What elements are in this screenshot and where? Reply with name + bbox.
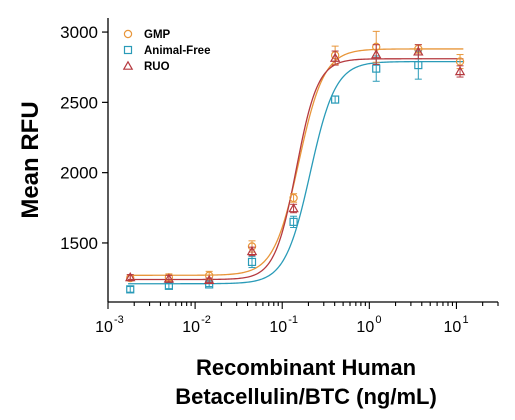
x-tick-label-base: 10 (444, 319, 462, 336)
data-point-animal-free (126, 285, 135, 294)
x-tick-label: 10 -3 (95, 314, 124, 336)
data-point-ruo (370, 49, 382, 59)
legend-marker-animal-free (123, 45, 133, 55)
x-tick-label-base: 10 (356, 319, 374, 336)
x-tick-label-exponent: -1 (288, 314, 298, 326)
data-point-animal-free (414, 60, 423, 70)
data-point-ruo (329, 52, 341, 62)
data-point-ruo (413, 46, 424, 56)
legend-marker-gmp (123, 29, 133, 39)
legend: GMP Animal-Free RUO (122, 29, 210, 73)
data-point-animal-free (289, 217, 298, 226)
x-tick-label: 10 -2 (182, 314, 211, 336)
x-tick-label-exponent: 0 (375, 314, 381, 326)
legend-label: Animal-Free (144, 45, 210, 57)
data-point-ruo (163, 273, 175, 283)
data-point-ruo (203, 274, 215, 285)
fit-curve-ruo (128, 58, 464, 281)
legend-label: RUO (144, 61, 170, 73)
y-ticks: 1500 2000 2500 3000 (60, 23, 108, 253)
data-point-gmp (289, 193, 298, 203)
y-tick-label: 1500 (60, 234, 98, 253)
x-axis-label-line-2: Betacellulin/BTC (ng/mL) (175, 384, 437, 409)
x-tick-label: 10 1 (444, 314, 469, 336)
x-tick-label: 10 0 (356, 314, 381, 336)
data-point-gmp (455, 57, 465, 66)
x-tick-label-base: 10 (95, 319, 113, 336)
x-ticks: 10 -3 10 -2 10 -1 10 0 10 1 (95, 302, 499, 336)
x-tick-label-exponent: 1 (462, 314, 468, 326)
x-tick-label: 10 -1 (269, 314, 298, 336)
x-tick-label-base: 10 (269, 319, 287, 336)
y-axis-label: Mean RFU (17, 101, 44, 218)
x-axis-label-line-1: Recombinant Human (196, 355, 416, 380)
fit-curves (128, 48, 464, 285)
data-point-ruo (125, 271, 136, 282)
axes (107, 18, 498, 303)
data-point-ruo (246, 245, 258, 256)
y-tick-label: 2000 (60, 164, 98, 183)
data-point-animal-free (372, 64, 381, 73)
fit-curve-gmp (128, 48, 464, 276)
data-point-animal-free (331, 95, 340, 104)
x-tick-label-exponent: -2 (201, 314, 211, 326)
legend-label: GMP (144, 29, 171, 41)
x-tick-label-base: 10 (182, 319, 200, 336)
x-tick-label-exponent: -3 (114, 314, 124, 326)
data-point-animal-free (247, 257, 257, 267)
data-point-ruo (288, 203, 299, 213)
y-tick-label: 3000 (60, 23, 98, 42)
data-points (125, 30, 466, 294)
y-tick-label: 2500 (60, 93, 98, 112)
legend-marker-ruo (122, 60, 134, 70)
fit-curve-animal-free (128, 60, 464, 285)
data-point-ruo (454, 66, 466, 76)
